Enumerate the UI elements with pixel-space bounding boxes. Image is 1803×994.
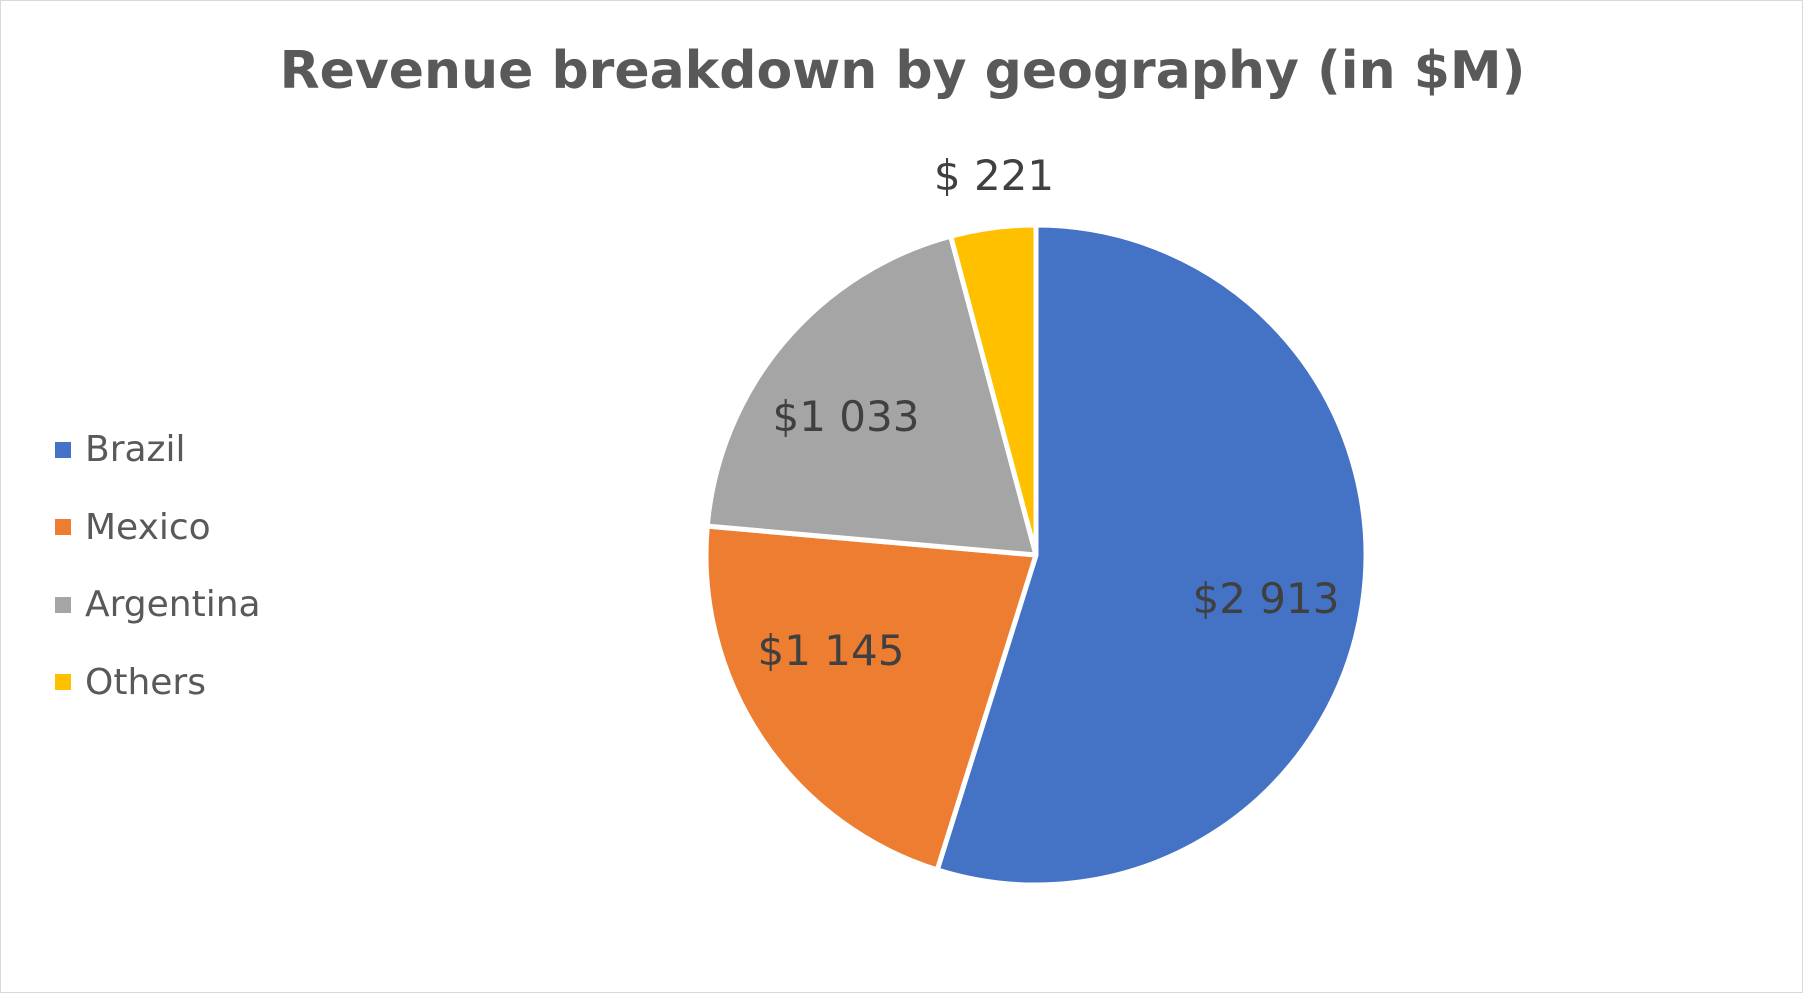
legend-label-argentina: Argentina	[85, 584, 261, 626]
chart-title: Revenue breakdown by geography (in $M)	[279, 41, 1526, 101]
pie-slice-brazil	[934, 222, 1369, 888]
legend-label-others: Others	[85, 661, 206, 703]
legend-item-others: Others	[55, 644, 261, 722]
pie-slice-argentina	[704, 233, 1039, 558]
legend-swatch-brazil	[55, 441, 71, 458]
data-label-brazil: $2 913	[1193, 574, 1340, 623]
legend-swatch-argentina	[55, 596, 71, 613]
legend-item-argentina: Argentina	[55, 566, 261, 644]
pie-slice-others	[948, 222, 1039, 558]
pie-slice-mexico	[703, 523, 1039, 873]
data-label-argentina: $1 033	[773, 392, 920, 441]
legend: Brazil Mexico Argentina Others	[55, 411, 261, 721]
legend-item-brazil: Brazil	[55, 411, 261, 489]
data-label-mexico: $1 145	[758, 626, 905, 675]
legend-label-brazil: Brazil	[85, 429, 186, 471]
data-label-others: $ 221	[934, 151, 1054, 200]
legend-swatch-mexico	[55, 519, 71, 536]
legend-label-mexico: Mexico	[85, 506, 211, 548]
legend-item-mexico: Mexico	[55, 489, 261, 567]
legend-swatch-others	[55, 674, 71, 691]
